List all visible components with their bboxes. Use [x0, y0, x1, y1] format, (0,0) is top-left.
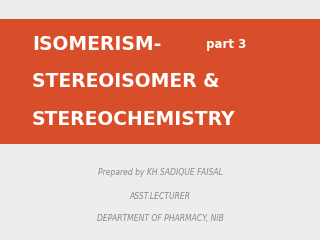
Text: ASST.LECTURER: ASST.LECTURER	[130, 192, 190, 201]
Text: ISOMERISM-: ISOMERISM-	[32, 35, 161, 54]
Text: STEREOCHEMISTRY: STEREOCHEMISTRY	[32, 109, 236, 129]
Text: STEREOISOMER &: STEREOISOMER &	[32, 72, 220, 91]
Text: part 3: part 3	[202, 38, 246, 51]
Bar	[0, 19, 320, 144]
Text: Prepared by KH.SADIQUE FAISAL: Prepared by KH.SADIQUE FAISAL	[98, 168, 222, 177]
Text: DEPARTMENT OF PHARMACY, NIB: DEPARTMENT OF PHARMACY, NIB	[97, 214, 223, 223]
